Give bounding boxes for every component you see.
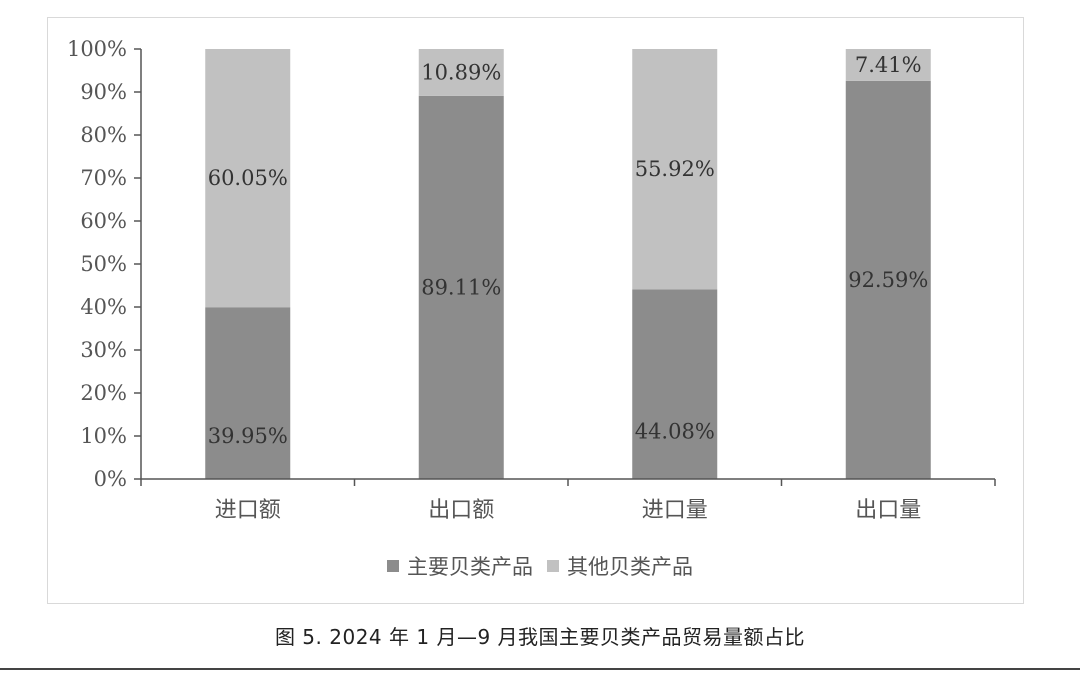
y-tick-label: 60% — [80, 209, 127, 233]
x-category-label: 出口额 — [428, 498, 494, 523]
x-category-label: 进口量 — [642, 498, 708, 523]
bar-segment — [632, 49, 718, 290]
y-tick-label: 50% — [80, 252, 127, 276]
data-label: 44.08% — [635, 420, 715, 444]
y-tick-label: 70% — [80, 166, 127, 190]
bar-segment — [845, 49, 931, 81]
y-tick-label: 100% — [67, 37, 127, 61]
y-tick-label: 80% — [80, 123, 127, 147]
legend-swatch — [387, 560, 399, 572]
x-category-label: 出口量 — [855, 498, 921, 523]
bottom-rule — [0, 668, 1080, 670]
data-label: 10.89% — [421, 60, 501, 84]
bar-segment — [205, 307, 291, 479]
bar-segment — [418, 95, 504, 480]
y-tick-label: 0% — [94, 467, 127, 491]
x-category-label: 进口额 — [215, 498, 281, 523]
data-label: 92.59% — [848, 268, 928, 292]
y-tick-label: 10% — [80, 424, 127, 448]
data-label: 60.05% — [208, 166, 288, 190]
legend-label: 其他贝类产品 — [567, 555, 693, 579]
y-tick-label: 30% — [80, 338, 127, 362]
bar-segment — [845, 80, 931, 479]
data-label: 55.92% — [635, 157, 715, 181]
bar-segment — [632, 289, 718, 479]
data-label: 89.11% — [421, 275, 501, 299]
figure-caption: 图 5. 2024 年 1 月—9 月我国主要贝类产品贸易量额占比 — [274, 625, 806, 649]
bar-segment — [418, 49, 504, 96]
bar-segment — [205, 49, 291, 308]
data-label: 39.95% — [208, 424, 288, 448]
legend-label: 主要贝类产品 — [407, 555, 533, 579]
legend-swatch — [547, 560, 559, 572]
data-label: 7.41% — [855, 53, 922, 77]
y-tick-label: 20% — [80, 381, 127, 405]
y-tick-label: 40% — [80, 295, 127, 319]
y-tick-label: 90% — [80, 80, 127, 104]
